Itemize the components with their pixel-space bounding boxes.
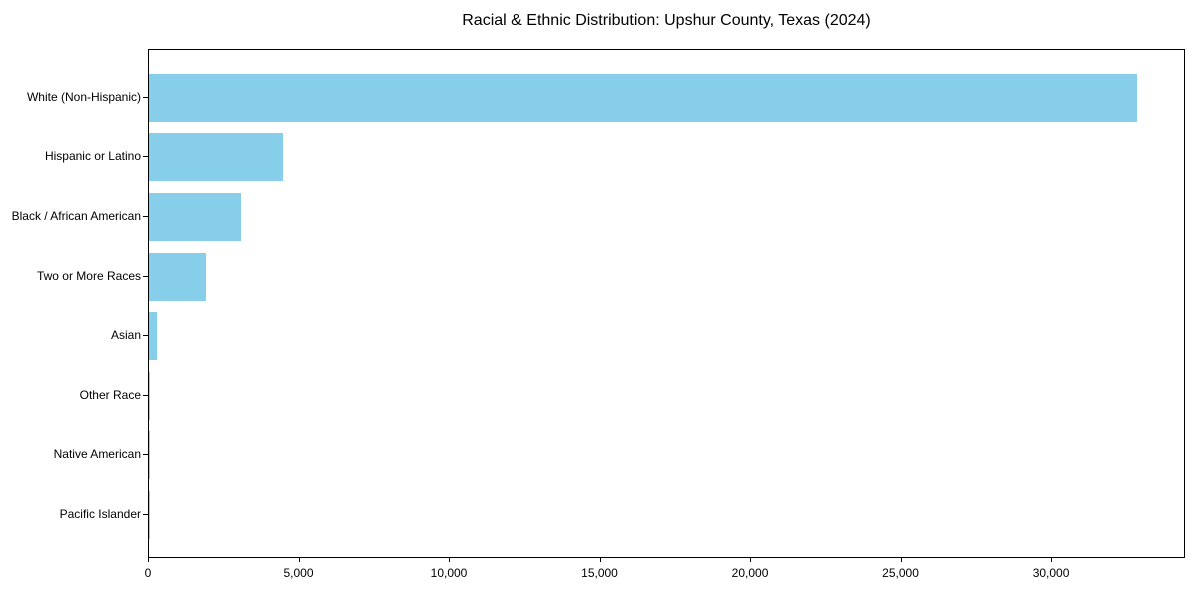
bar-white-non-hispanic	[149, 73, 1137, 122]
x-tick-mark	[449, 558, 451, 562]
x-tick-label: 30,000	[1032, 566, 1070, 580]
y-tick-mark	[143, 156, 148, 158]
y-tick-mark	[143, 215, 148, 217]
x-tick-mark	[750, 558, 752, 562]
category-label: White (Non-Hispanic)	[26, 89, 141, 104]
x-tick-label: 5,000	[283, 566, 314, 580]
x-tick-label: 20,000	[731, 566, 769, 580]
category-label: Two or More Races	[36, 268, 141, 283]
x-tick-label: 25,000	[882, 566, 919, 580]
category-label: Black / African American	[11, 208, 141, 223]
bar-other-race	[149, 371, 151, 420]
plot-area	[148, 49, 1185, 558]
x-tick-mark	[900, 558, 902, 562]
category-label: Native American	[53, 447, 141, 462]
y-tick-mark	[143, 96, 148, 98]
x-tick-label: 10,000	[430, 566, 468, 580]
bar-black-african-american	[149, 192, 242, 241]
x-tick-mark	[298, 558, 300, 562]
bar-two-or-more-races	[149, 252, 206, 301]
y-tick-mark	[143, 335, 148, 337]
category-label: Other Race	[79, 387, 141, 402]
y-tick-mark	[143, 394, 148, 396]
x-tick-mark	[599, 558, 601, 562]
category-label: Pacific Islander	[59, 506, 141, 521]
x-tick-label: 15,000	[581, 566, 618, 580]
bar-hispanic-or-latino	[149, 133, 283, 182]
y-tick-mark	[143, 513, 148, 515]
x-tick-label: 0	[144, 566, 152, 580]
y-tick-mark	[143, 454, 148, 456]
bar-asian	[149, 312, 158, 361]
x-tick-mark	[148, 558, 149, 562]
category-label: Hispanic or Latino	[44, 149, 141, 164]
category-label: Asian	[110, 328, 141, 343]
y-tick-mark	[143, 275, 148, 277]
chart-title: Racial & Ethnic Distribution: Upshur Cou…	[462, 12, 871, 29]
x-tick-mark	[1051, 558, 1053, 562]
